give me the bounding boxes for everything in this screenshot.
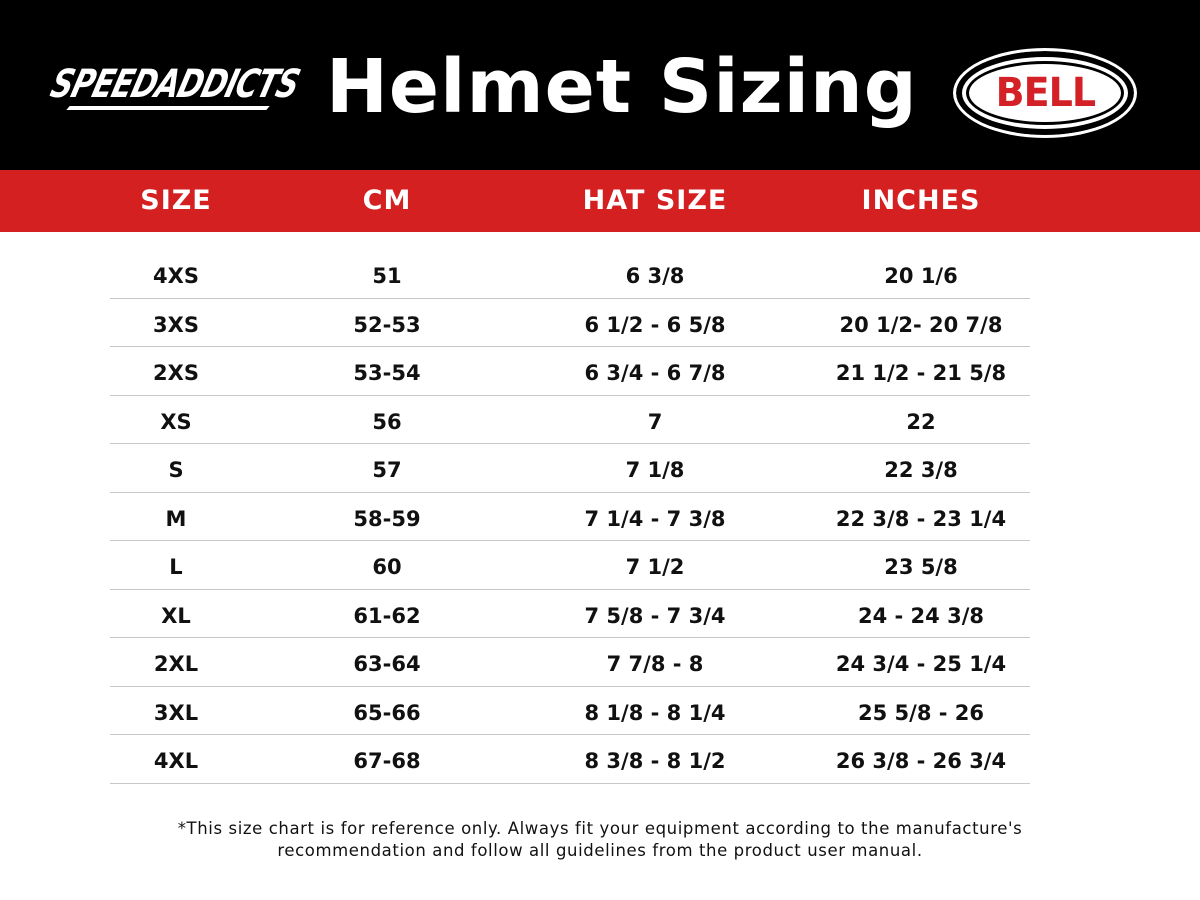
page-title: Helmet Sizing (326, 44, 918, 130)
cell-size: 2XS (153, 361, 199, 385)
cell-size: M (165, 506, 187, 531)
cell-inches: 21 1/2 - 21 5/8 (835, 361, 1007, 385)
top-banner: SPEEDADDICTS Helmet Sizing BELL (0, 0, 1200, 170)
table-row: M 58-59 7 1/4 - 7 3/8 22 3/8 - 23 1/4 (110, 493, 1030, 541)
cell-inches: 22 (906, 409, 936, 434)
cell-hat-size: 6 3/8 (625, 264, 685, 288)
cell-hat-size: 7 1/4 - 7 3/8 (584, 506, 726, 531)
cell-cm: 67-68 (353, 749, 421, 773)
table-header: SIZE CM HAT SIZE INCHES (0, 170, 1200, 232)
table-row: 2XL 63-64 7 7/8 - 8 24 3/4 - 25 1/4 (110, 638, 1030, 687)
speedaddicts-logo-text: SPEEDADDICTS (45, 62, 304, 108)
cell-cm: 56 (372, 409, 402, 434)
cell-cm: 53-54 (353, 361, 421, 385)
cell-size: XS (160, 409, 192, 434)
table-row: 4XS 51 6 3/8 20 1/6 (110, 250, 1030, 299)
cell-inches: 23 5/8 (884, 555, 958, 579)
column-header-inches: INCHES (861, 185, 981, 216)
cell-cm: 52-53 (353, 312, 421, 337)
cell-hat-size: 6 1/2 - 6 5/8 (584, 312, 726, 337)
speedaddicts-logo: SPEEDADDICTS (46, 62, 304, 118)
column-header-hat-size: HAT SIZE (582, 185, 728, 216)
cell-inches: 20 1/6 (884, 264, 958, 288)
bell-logo: BELL (953, 48, 1137, 138)
cell-hat-size: 7 1/2 (625, 555, 685, 579)
disclaimer: *This size chart is for reference only. … (0, 818, 1200, 862)
cell-cm: 63-64 (353, 652, 421, 676)
table-row: L 60 7 1/2 23 5/8 (110, 541, 1030, 590)
cell-hat-size: 8 3/8 - 8 1/2 (584, 749, 726, 773)
table-row: XS 56 7 22 (110, 396, 1030, 444)
cell-cm: 65-66 (353, 700, 421, 725)
cell-inches: 26 3/8 - 26 3/4 (835, 749, 1007, 773)
disclaimer-line-1: *This size chart is for reference only. … (177, 819, 1023, 838)
cell-cm: 58-59 (353, 506, 421, 531)
size-table: 4XS 51 6 3/8 20 1/6 3XS 52-53 6 1/2 - 6 5/8 20 … (110, 250, 1030, 784)
cell-hat-size: 7 7/8 - 8 (606, 652, 704, 676)
cell-hat-size: 8 1/8 - 8 1/4 (584, 700, 726, 725)
cell-size: 3XS (153, 312, 199, 337)
cell-size: 4XL (153, 749, 199, 773)
table-row: 4XL 67-68 8 3/8 - 8 1/2 26 3/8 - 26 3/4 (110, 735, 1030, 784)
cell-size: L (169, 555, 183, 579)
cell-hat-size: 6 3/4 - 6 7/8 (584, 361, 726, 385)
cell-inches: 22 3/8 - 23 1/4 (835, 506, 1007, 531)
table-row: 3XL 65-66 8 1/8 - 8 1/4 25 5/8 - 26 (110, 687, 1030, 735)
cell-cm: 51 (372, 264, 402, 288)
table-row: XL 61-62 7 5/8 - 7 3/4 24 - 24 3/8 (110, 590, 1030, 638)
cell-size: XL (161, 603, 191, 628)
cell-size: 4XS (153, 264, 199, 288)
cell-inches: 22 3/8 (884, 458, 958, 482)
column-header-cm: CM (362, 185, 412, 216)
cell-cm: 57 (372, 458, 402, 482)
cell-hat-size: 7 5/8 - 7 3/4 (584, 603, 726, 628)
cell-inches: 20 1/2- 20 7/8 (839, 312, 1003, 337)
cell-inches: 24 3/4 - 25 1/4 (835, 652, 1007, 676)
cell-hat-size: 7 1/8 (625, 458, 685, 482)
cell-inches: 25 5/8 - 26 (858, 700, 984, 725)
column-header-size: SIZE (140, 185, 212, 216)
cell-cm: 61-62 (353, 603, 421, 628)
cell-size: 2XL (153, 652, 199, 676)
cell-hat-size: 7 (647, 409, 663, 434)
cell-size: 3XL (153, 700, 199, 725)
table-row: 2XS 53-54 6 3/4 - 6 7/8 21 1/2 - 21 5/8 (110, 347, 1030, 396)
lightning-stripe (66, 106, 270, 110)
cell-cm: 60 (372, 555, 402, 579)
cell-inches: 24 - 24 3/8 (858, 603, 984, 628)
disclaimer-line-2: recommendation and follow all guidelines… (277, 841, 923, 860)
bell-logo-text: BELL (995, 70, 1096, 116)
table-row: S 57 7 1/8 22 3/8 (110, 444, 1030, 493)
cell-size: S (168, 458, 184, 482)
table-row: 3XS 52-53 6 1/2 - 6 5/8 20 1/2- 20 7/8 (110, 299, 1030, 347)
